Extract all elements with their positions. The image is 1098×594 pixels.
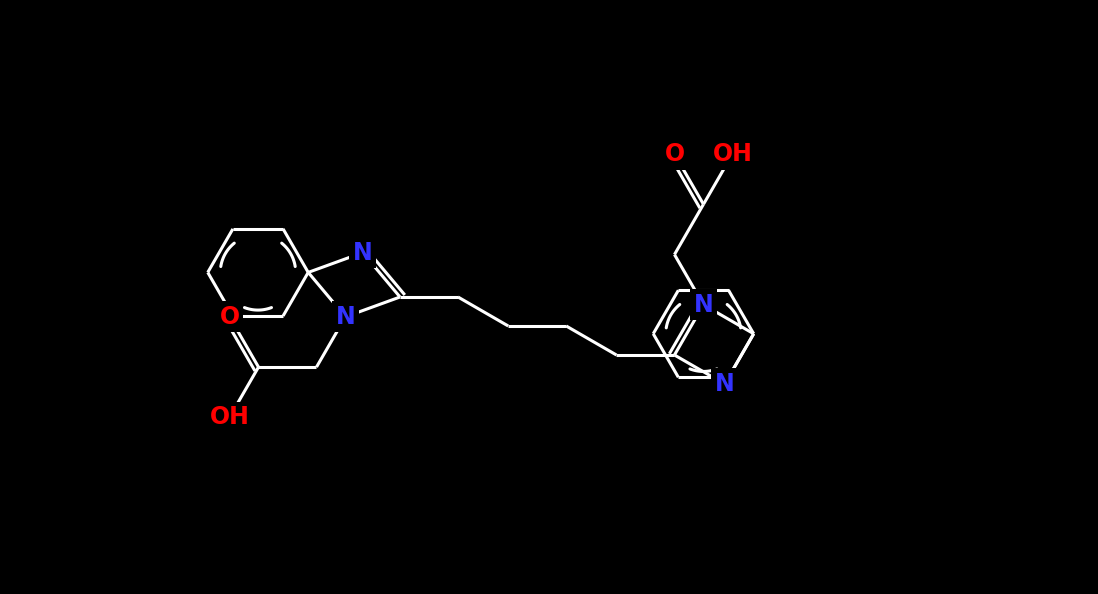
Text: N: N	[352, 241, 372, 264]
Text: N: N	[694, 293, 714, 317]
Text: OH: OH	[210, 405, 249, 429]
Text: N: N	[715, 372, 735, 396]
Text: N: N	[336, 305, 356, 329]
Text: O: O	[220, 305, 239, 329]
Text: OH: OH	[713, 142, 752, 166]
Text: O: O	[664, 142, 684, 166]
